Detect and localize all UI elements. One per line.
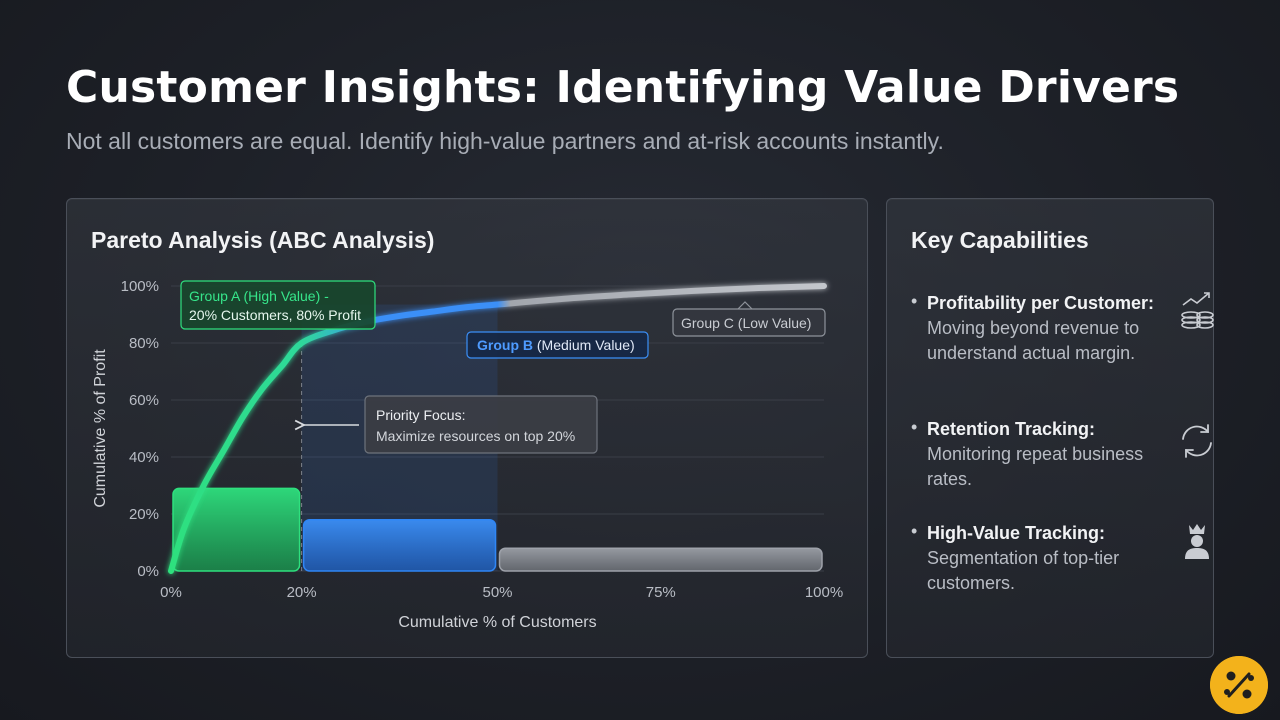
page-subtitle: Not all customers are equal. Identify hi… <box>66 128 944 154</box>
group-a-title: Group A (High Value) - <box>189 288 329 304</box>
bar-group-b <box>302 518 497 572</box>
capability-body: Segmentation of top-tier customers. <box>927 548 1120 593</box>
annotation-layer: Group A (High Value) - 20% Customers, 80%… <box>180 280 826 454</box>
y-axis-label: Cumulative % of Profit <box>92 349 109 508</box>
y-tick-label: 60% <box>129 392 159 409</box>
group-a-detail: 20% Customers, 80% Profit <box>189 307 361 323</box>
y-tick-label: 80% <box>129 335 159 352</box>
x-tick-label: 50% <box>482 584 512 601</box>
bullet: • <box>911 521 918 541</box>
capabilities-panel: Key Capabilities • Profitability per Cus… <box>886 198 1214 658</box>
capability-body: Monitoring repeat business rates. <box>927 444 1144 489</box>
priority-title: Priority Focus: <box>376 407 465 423</box>
bar-group-a <box>172 487 301 572</box>
y-tick-label: 40% <box>129 449 159 466</box>
capability-head: Retention Tracking: <box>927 419 1096 439</box>
bullet: • <box>911 291 918 311</box>
bullet: • <box>911 417 918 437</box>
axis-layer: 0% 20% 40% 60% 80% 100% 0% 20% 50% 75% 100% Cumulat… <box>92 278 843 631</box>
x-axis-label: Cumulative % of Customers <box>398 614 596 631</box>
capability-text: Retention Tracking: Monitoring repeat bu… <box>927 417 1159 492</box>
crown-user-icon <box>1185 524 1209 559</box>
priority-detail: Maximize resources on top 20% <box>376 428 575 444</box>
capability-head: High-Value Tracking: <box>927 523 1106 543</box>
brand-logo-icon <box>1210 656 1268 714</box>
refresh-icon <box>1182 424 1212 458</box>
capabilities-title: Key Capabilities <box>911 227 1089 253</box>
bar-group-c <box>498 547 823 572</box>
capability-text: Profitability per Customer: Moving beyon… <box>927 291 1159 366</box>
x-tick-label: 100% <box>805 584 843 601</box>
capability-head: Profitability per Customer: <box>927 293 1155 313</box>
group-a-callout <box>180 280 376 330</box>
page-title: Customer Insights: Identifying Value Dri… <box>66 62 1180 113</box>
x-tick-label: 75% <box>646 584 676 601</box>
capability-item-retention: • Retention Tracking: Monitoring repeat … <box>911 417 1212 521</box>
capability-body: Moving beyond revenue to understand actu… <box>927 318 1140 363</box>
y-tick-label: 0% <box>137 563 159 580</box>
group-b-label: Group B (Medium Value) <box>477 337 635 353</box>
group-c-label: Group C (Low Value) <box>681 315 811 331</box>
group-c-pointer <box>737 301 753 310</box>
pareto-chart: 0% 20% 40% 60% 80% 100% 0% 20% 50% 75% 100% Cumulat… <box>92 278 843 631</box>
y-tick-label: 100% <box>121 278 159 295</box>
capability-text: High-Value Tracking: Segmentation of top… <box>927 521 1159 596</box>
chart-title: Pareto Analysis (ABC Analysis) <box>91 227 435 253</box>
chart-panel: Pareto Analysis (ABC Analysis) <box>66 198 868 658</box>
x-tick-label: 0% <box>160 584 182 601</box>
x-tick-label: 20% <box>287 584 317 601</box>
y-tick-label: 20% <box>129 506 159 523</box>
coins-trend-icon <box>1181 292 1214 329</box>
group-c-callout <box>672 308 826 337</box>
capabilities-list: • Profitability per Customer: Moving bey… <box>911 291 1214 596</box>
group-b-title: Group B <box>477 337 533 353</box>
group-b-callout <box>466 331 649 359</box>
group-b-detail: (Medium Value) <box>533 337 635 353</box>
priority-callout <box>364 395 598 454</box>
capability-item-profitability: • Profitability per Customer: Moving bey… <box>911 291 1214 417</box>
capability-item-high-value: • High-Value Tracking: Segmentation of t… <box>911 521 1209 596</box>
bar-layer <box>172 487 823 572</box>
